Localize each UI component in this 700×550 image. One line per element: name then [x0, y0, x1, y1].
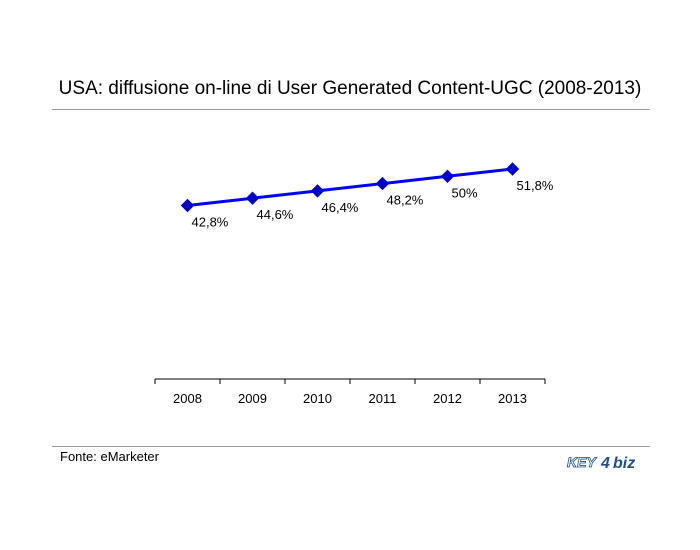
logo-text-right: biz	[613, 455, 635, 472]
data-label: 48,2%	[387, 193, 424, 208]
data-point-marker	[310, 184, 325, 198]
data-label: 42,8%	[192, 215, 229, 230]
logo-text-mid: 4	[600, 455, 610, 472]
x-tick-label: 2011	[369, 391, 397, 406]
source-note: Fonte: eMarketer	[60, 449, 159, 464]
series-line	[187, 167, 513, 207]
logo-text-left: KEY	[567, 454, 597, 470]
data-point-marker	[180, 198, 195, 213]
x-tick-label: 2010	[303, 391, 332, 406]
x-tick-label: 2009	[238, 391, 267, 406]
data-point-marker	[505, 162, 520, 176]
data-label: 50%	[452, 185, 478, 200]
data-point-marker	[245, 191, 260, 205]
x-tick-label: 2012	[433, 391, 462, 406]
chart-title: USA: diffusione on-line di User Generate…	[58, 78, 642, 99]
data-label: 46,4%	[322, 200, 359, 215]
data-point-marker	[375, 176, 390, 191]
data-label: 44,6%	[257, 207, 294, 222]
data-label: 51,8%	[517, 178, 554, 193]
x-tick-label: 2013	[498, 391, 527, 406]
x-tick-label: 2008	[173, 391, 202, 406]
footer-divider	[52, 446, 650, 447]
key4biz-logo: KEY 4 biz	[567, 454, 636, 472]
title-divider	[52, 109, 650, 110]
data-point-marker	[440, 169, 455, 184]
